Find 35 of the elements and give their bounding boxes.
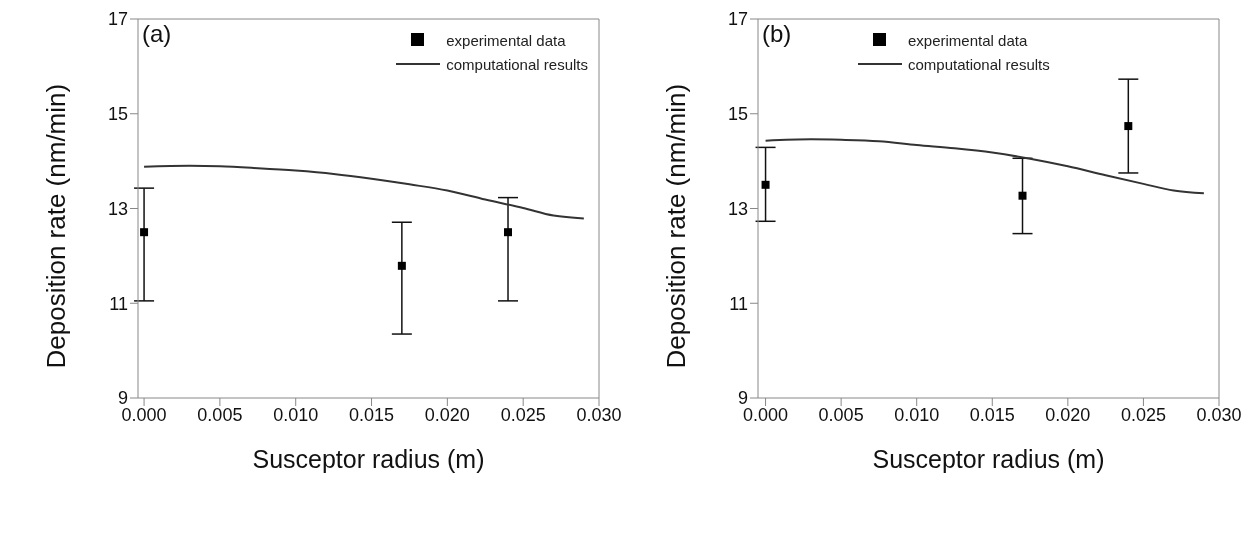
x-tick-label: 0.005 (197, 404, 243, 425)
x-tick-label: 0.010 (894, 404, 940, 425)
x-tick-label: 0.030 (576, 404, 622, 425)
annotation: (b) (762, 20, 792, 48)
y-tick-label: 11 (109, 293, 128, 314)
legend-label: experimental data (446, 31, 566, 49)
x-tick-label: 0.015 (349, 404, 395, 425)
y-tick-label: 13 (107, 198, 128, 219)
y-axis-title: Deposition rate (nm/min) (41, 83, 72, 369)
y-tick-label: 17 (107, 9, 128, 30)
y-tick-label: 13 (727, 198, 748, 219)
legend-label: computational results (446, 55, 588, 73)
y-tick-label: 15 (727, 104, 748, 125)
line-series (764, 138, 1205, 195)
x-axis-title: Susceptor radius (m) (252, 445, 485, 473)
point (1018, 191, 1027, 200)
x-tick-label: 0.005 (818, 404, 864, 425)
x-tick-label: 0.025 (1120, 404, 1166, 425)
annotation: (a) (142, 20, 172, 48)
x-tick-label: 0.030 (1196, 404, 1242, 425)
x-axis-title: Susceptor radius (m) (872, 445, 1105, 473)
y-tick-label: 15 (107, 104, 128, 125)
y-tick-label: 11 (729, 293, 748, 314)
y-tick-label: 17 (727, 9, 748, 30)
y-axis-title: Deposition rate (nm/min) (661, 83, 692, 369)
point (761, 180, 770, 189)
legend-label: computational results (908, 55, 1050, 73)
x-tick-label: 0.025 (500, 404, 546, 425)
point (1124, 122, 1133, 131)
x-tick-label: 0.020 (1045, 404, 1091, 425)
legend-label: experimental data (908, 31, 1028, 49)
x-tick-label: 0.010 (273, 404, 319, 425)
x-tick-label: 0.015 (969, 404, 1015, 425)
line-series (143, 164, 585, 220)
x-tick-label: 0.020 (424, 404, 470, 425)
